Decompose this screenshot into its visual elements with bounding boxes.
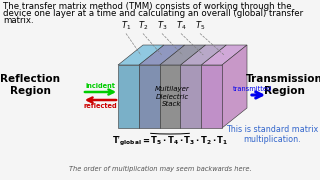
Polygon shape <box>118 45 164 65</box>
Text: incident: incident <box>85 83 115 89</box>
Text: $T_1$: $T_1$ <box>121 19 131 32</box>
Text: The order of multiplication may seem backwards here.: The order of multiplication may seem bac… <box>69 166 251 172</box>
Text: device one layer at a time and calculating an overall (global) transfer: device one layer at a time and calculati… <box>3 9 303 18</box>
Polygon shape <box>160 45 205 65</box>
Polygon shape <box>139 65 160 128</box>
Text: $T_3$: $T_3$ <box>157 19 167 32</box>
Polygon shape <box>180 65 201 128</box>
Polygon shape <box>160 65 180 128</box>
Polygon shape <box>201 45 247 65</box>
Text: $T_2$: $T_2$ <box>138 19 148 32</box>
Text: reflected: reflected <box>83 103 117 109</box>
Text: The transfer matrix method (TMM) consists of working through the: The transfer matrix method (TMM) consist… <box>3 2 292 11</box>
Text: $T_5$: $T_5$ <box>195 19 205 32</box>
Text: Multilayer
Dielectric
Stack: Multilayer Dielectric Stack <box>155 86 189 107</box>
Polygon shape <box>222 45 247 128</box>
Polygon shape <box>118 65 139 128</box>
Polygon shape <box>180 45 226 65</box>
Text: This is standard matrix
multiplication.: This is standard matrix multiplication. <box>226 125 318 144</box>
Text: $\mathbf{T'_{global} = T_5 \cdot T_4 \cdot T_3 \cdot T_2 \cdot T_1}$: $\mathbf{T'_{global} = T_5 \cdot T_4 \cd… <box>112 135 228 148</box>
Text: transmitted: transmitted <box>232 86 272 92</box>
Polygon shape <box>139 45 185 65</box>
Text: matrix.: matrix. <box>3 16 34 25</box>
Text: Transmission
Region: Transmission Region <box>245 74 320 96</box>
Text: Reflection
Region: Reflection Region <box>0 74 60 96</box>
Polygon shape <box>201 65 222 128</box>
Text: $T_4$: $T_4$ <box>176 19 186 32</box>
